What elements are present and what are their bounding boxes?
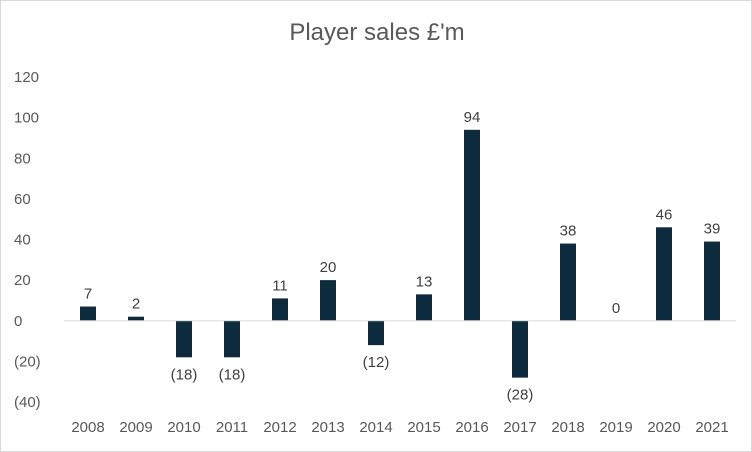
y-tick-label: 80	[14, 150, 31, 167]
data-label-2014: (12)	[363, 354, 390, 371]
x-tick-label: 2011	[216, 419, 248, 436]
data-label-2008: 7	[84, 286, 92, 303]
y-tick-label: 20	[14, 272, 31, 289]
data-label-2019: 0	[612, 300, 620, 317]
bar-2016	[464, 129, 480, 321]
data-label-2010: (18)	[171, 366, 198, 383]
bar-2015	[416, 294, 432, 321]
data-label-2013: 20	[320, 259, 337, 276]
bar-2009	[128, 316, 144, 321]
bar-2010	[176, 320, 192, 358]
y-tick-label: (40)	[14, 394, 41, 411]
data-label-2012: 11	[272, 277, 288, 294]
x-tick-label: 2015	[407, 419, 440, 436]
x-tick-label: 2019	[599, 419, 632, 436]
x-tick-label: 2016	[455, 419, 488, 436]
x-tick-label: 2014	[359, 419, 392, 436]
data-label-2011: (18)	[219, 366, 246, 383]
data-label-2021: 39	[704, 221, 721, 238]
x-tick-label: 2020	[647, 419, 680, 436]
bar-2008	[80, 306, 96, 321]
data-label-2016: 94	[464, 109, 481, 126]
bars	[80, 129, 720, 378]
data-label-2017: (28)	[507, 387, 534, 404]
data-labels: 7 2 (18) (18) 11 20 (12) 13 94 (28) 38 0 46 39	[84, 109, 721, 404]
x-tick-label: 2009	[119, 419, 152, 436]
x-tick-label: 2012	[263, 419, 296, 436]
y-tick-label: 100	[14, 110, 39, 127]
x-tick-label: 2013	[311, 419, 344, 436]
data-label-2009: 2	[132, 296, 140, 313]
bar-2012	[272, 298, 288, 321]
bar-2013	[320, 280, 336, 321]
y-tick-label: 40	[14, 232, 31, 249]
y-axis-ticks: 120 100 80 60 40 20 0 (20) (40)	[14, 69, 41, 411]
x-tick-label: 2021	[695, 419, 728, 436]
bar-2020	[656, 227, 672, 321]
y-tick-label: 120	[14, 69, 39, 86]
x-tick-label: 2010	[167, 419, 200, 436]
x-axis-ticks: 2008 2009 2010 2011 2012 2013 2014 2015 2016 2017…	[71, 419, 728, 436]
data-label-2020: 46	[656, 206, 673, 223]
x-tick-label: 2017	[503, 419, 536, 436]
x-tick-label: 2008	[71, 419, 104, 436]
chart-title: Player sales £'m	[289, 19, 465, 46]
bar-2018	[560, 243, 576, 321]
bar-2011	[224, 320, 240, 358]
bar-2014	[368, 320, 384, 346]
data-label-2015: 13	[416, 273, 433, 290]
y-tick-label: 0	[14, 313, 22, 330]
data-label-2018: 38	[560, 223, 577, 240]
bar-2021	[704, 241, 720, 321]
y-tick-label: (20)	[14, 353, 41, 370]
bar-2017	[512, 320, 528, 378]
y-tick-label: 60	[14, 191, 31, 208]
x-tick-label: 2018	[551, 419, 584, 436]
